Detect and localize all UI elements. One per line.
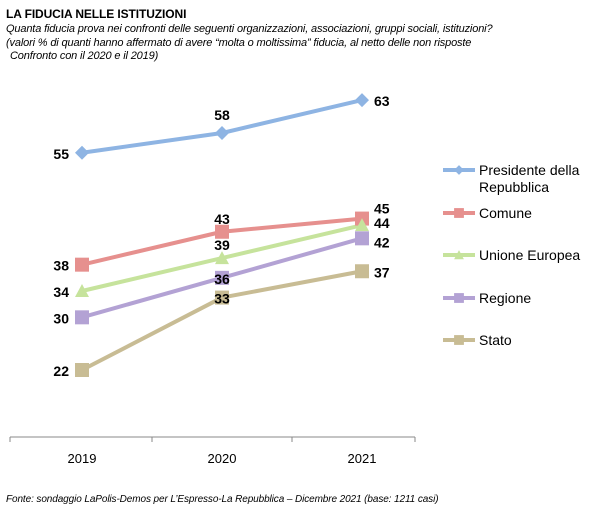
subtitle-line-1: Quanta fiducia prova nei confronti delle… (6, 23, 493, 35)
data-label-unione-europea-2021: 44 (374, 215, 390, 231)
data-label-comune-2020: 43 (214, 211, 230, 227)
chart-title: LA FIDUCIA NELLE ISTITUZIONI (6, 7, 187, 21)
data-label-unione-europea-2019: 34 (53, 284, 69, 300)
legend-marker-regione (454, 293, 464, 303)
point-presidente-della-repubblica-2020 (215, 126, 229, 140)
legend-label-presidente-della-repubblica: Presidente della (479, 162, 580, 178)
point-presidente-della-repubblica-2021 (355, 93, 369, 108)
legend-marker-comune (454, 208, 464, 218)
point-unione-europea-2021 (355, 218, 369, 232)
point-regione-2019 (75, 310, 89, 325)
x-tick-label-2021: 2021 (348, 451, 377, 466)
point-stato-2020 (215, 290, 229, 305)
point-comune-2019 (75, 257, 89, 272)
point-unione-europea-2020 (215, 251, 229, 265)
data-label-comune-2021: 45 (374, 201, 390, 217)
x-tick-label-2019: 2019 (68, 451, 97, 466)
point-presidente-della-repubblica-2019 (75, 145, 89, 160)
data-label-comune-2019: 38 (53, 258, 69, 274)
point-stato-2019 (75, 363, 89, 377)
data-label-stato-2019: 22 (53, 363, 69, 379)
data-label-presidente-della-repubblica-2020: 58 (214, 107, 230, 123)
legend-label-stato: Stato (479, 332, 512, 348)
point-stato-2021 (355, 264, 369, 279)
data-label-presidente-della-repubblica-2019: 55 (53, 146, 69, 162)
legend-label-comune: Comune (479, 205, 532, 221)
data-label-regione-2021: 42 (374, 234, 390, 250)
source-note: Fonte: sondaggio LaPolis-Demos per L’Esp… (6, 494, 439, 505)
data-label-regione-2019: 30 (53, 310, 69, 326)
legend-label-presidente-della-repubblica-line2: Repubblica (479, 179, 549, 195)
x-tick-label-2020: 2020 (208, 451, 237, 466)
legend-marker-presidente-della-repubblica (454, 165, 464, 175)
line-chart: 2019 2020 2021 55 58 63 38 43 45 34 39 44 30 36 42 22 3… (9, 93, 580, 466)
subtitle-line-2: (valori % di quanti hanno affermato di a… (6, 37, 472, 49)
series-markers (75, 93, 369, 377)
data-label-presidente-della-repubblica-2021: 63 (374, 93, 390, 109)
data-labels: 55 58 63 38 43 45 34 39 44 30 36 42 22 33 37 (53, 93, 389, 379)
legend-label-unione-europea: Unione Europea (479, 247, 580, 263)
x-axis-ticks: 2019 2020 2021 (9, 437, 416, 466)
data-label-stato-2020: 33 (214, 291, 230, 307)
legend-label-regione: Regione (479, 290, 531, 306)
legend-marker-unione-europea (454, 250, 464, 260)
data-label-unione-europea-2020: 39 (214, 237, 230, 253)
point-regione-2021 (355, 231, 369, 246)
legend-marker-stato (454, 335, 464, 345)
point-regione-2020 (215, 270, 229, 285)
subtitle-line-3: Confronto con il 2020 e il 2019) (10, 50, 159, 62)
data-label-stato-2021: 37 (374, 264, 390, 280)
data-label-regione-2020: 36 (214, 271, 230, 287)
point-comune-2020 (215, 224, 229, 239)
point-unione-europea-2019 (75, 284, 89, 297)
